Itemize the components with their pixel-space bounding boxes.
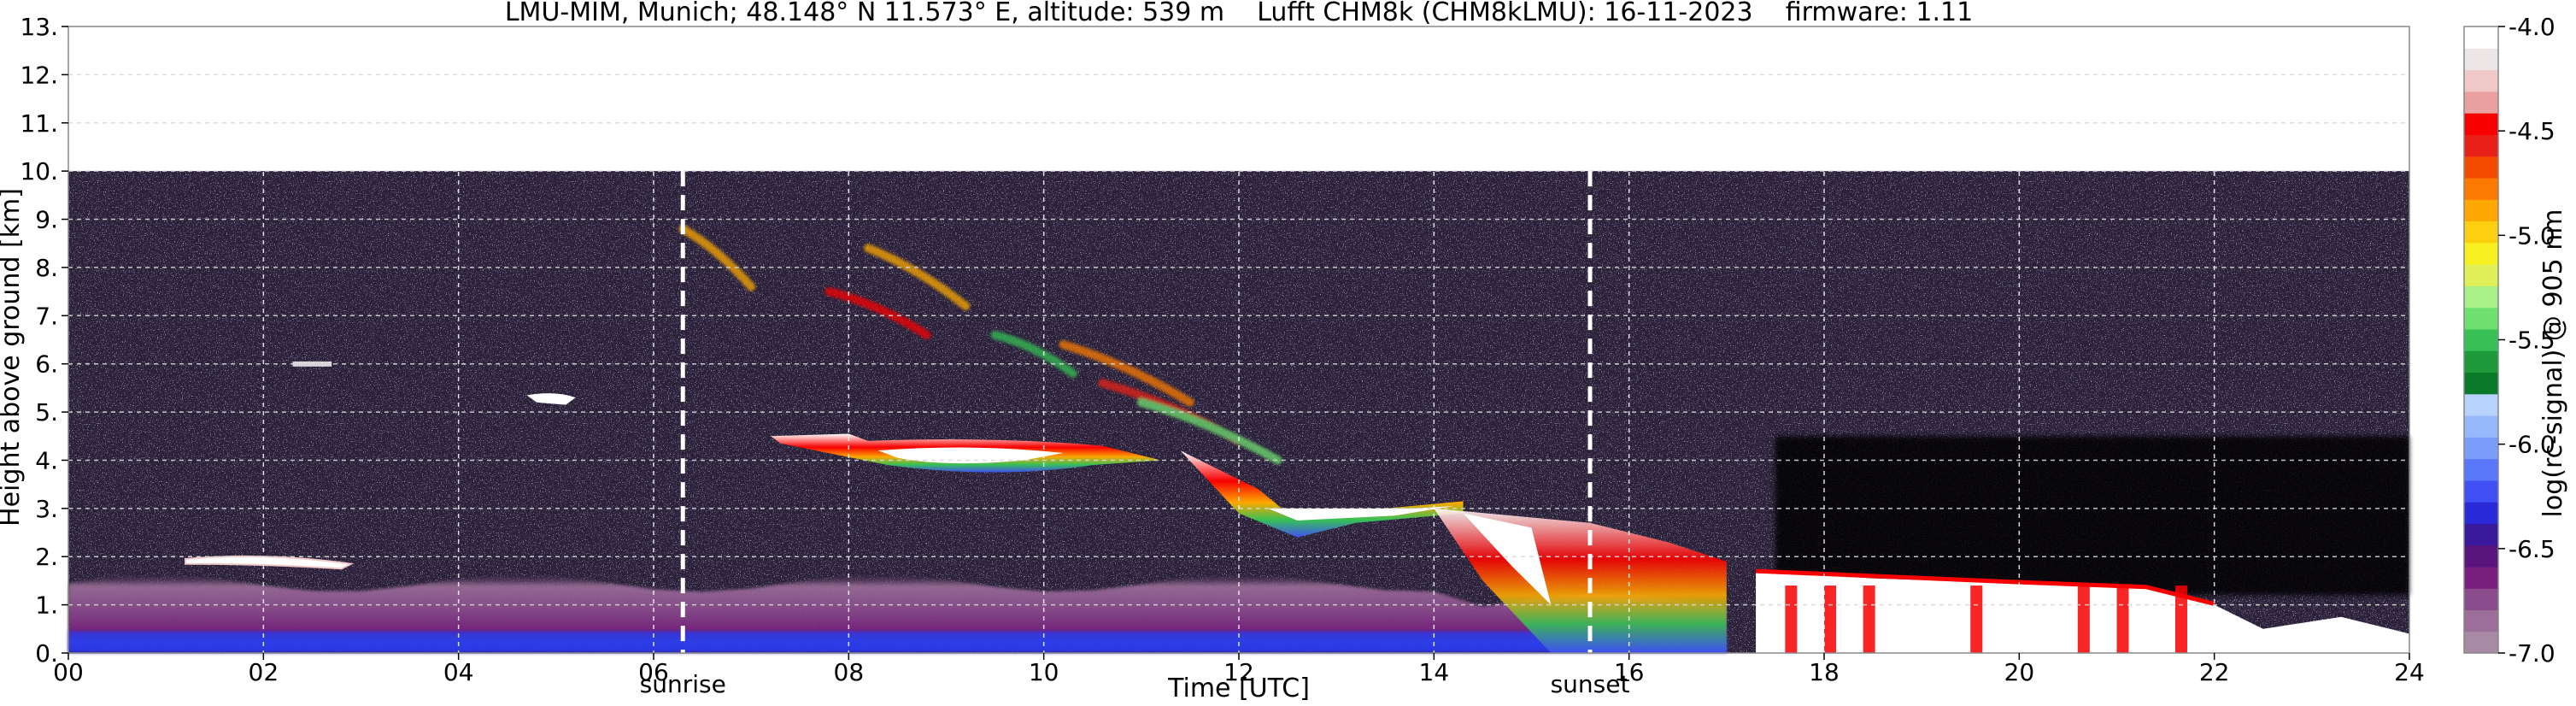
grid: [68, 26, 2409, 653]
colorbar-segment: [2464, 415, 2498, 438]
colorbar-segment: [2464, 523, 2498, 546]
x-tick-label: 08: [834, 658, 865, 686]
precip-streak: [1863, 585, 1875, 653]
x-tick-label: 12: [1223, 658, 1254, 686]
colorbar: -4.0 -4.5 -5.0 -5.5 -6.0 -6.5 -7.0: [2463, 13, 2555, 668]
x-axis-label: Time [UTC]: [1167, 674, 1310, 703]
colorbar-segment: [2464, 26, 2498, 49]
colorbar-segment: [2464, 69, 2498, 92]
colorbar-segment: [2464, 588, 2498, 611]
clear-sky-region: [1775, 436, 2409, 596]
fall-streak: [824, 287, 931, 339]
fall-streak: [1136, 397, 1282, 465]
y-tick-label: 11.: [20, 109, 58, 138]
colorbar-segment: [2464, 156, 2498, 179]
x-tick-label: 02: [249, 658, 279, 686]
y-axis-label: Height above ground [km]: [0, 188, 26, 527]
stratocumulus-top: [1755, 568, 2215, 606]
x-tick-label: 10: [1029, 658, 1059, 686]
mid-cloud: [526, 393, 576, 405]
colorbar-segment: [2464, 609, 2498, 632]
small-cloud: [292, 361, 332, 367]
precipitating-cloud-core: [1463, 513, 1552, 605]
cirrus-fall-streaks: [678, 224, 1282, 465]
chart-title: LMU-MIM, Munich; 48.148° N 11.573° E, al…: [505, 0, 1973, 27]
colorbar-tick-label: -6.0: [2509, 431, 2555, 459]
colorbar-tick-label: -5.5: [2509, 327, 2555, 355]
y-tick-label: 1.: [35, 591, 58, 620]
fall-streak: [678, 224, 756, 291]
y-tick-label: 2.: [35, 543, 58, 571]
altostratus-core: [877, 447, 1064, 464]
x-tick-label: 14: [1419, 658, 1450, 686]
colorbar-segment: [2464, 221, 2498, 244]
low-cloud: [185, 555, 355, 570]
y-tick-label: 7.: [35, 302, 58, 330]
annotations: sunrise sunset: [640, 171, 1630, 698]
colorbar-segment: [2464, 393, 2498, 416]
sunrise-label: sunrise: [640, 670, 726, 698]
axes: 00 02 04 06 08 10 12 14 16 18 20 22 24 0. 1. 2. 3. 4. 5. 6.…: [20, 13, 2424, 686]
fall-streak: [990, 330, 1077, 378]
x-tick-label: 16: [1614, 658, 1645, 686]
sunset-label: sunset: [1551, 670, 1630, 698]
colorbar-segment: [2464, 177, 2498, 200]
x-tick-label: 18: [1809, 658, 1840, 686]
y-tick-label: 5.: [35, 398, 58, 427]
colorbar-segment: [2464, 544, 2498, 568]
colorbar-segment: [2464, 307, 2498, 330]
y-tick-label: 8.: [35, 254, 58, 282]
colorbar-tick-label: -4.5: [2509, 117, 2555, 145]
colorbar-segment: [2464, 437, 2498, 460]
colorbar-segment: [2464, 502, 2498, 524]
colorbar-segment: [2464, 458, 2498, 481]
x-tick-label: 00: [53, 658, 84, 686]
precip-streak: [2116, 585, 2129, 653]
colorbar-segment: [2464, 566, 2498, 589]
colorbar-label: log(rc-signal) @ 905 nm: [2538, 209, 2568, 518]
colorbar-segment: [2464, 91, 2498, 114]
colorbar-segment: [2464, 242, 2498, 265]
y-tick-label: 3.: [35, 495, 58, 523]
colorbar-segment: [2464, 113, 2498, 135]
descending-cloud-core: [1268, 506, 1454, 521]
x-tick-label: 04: [443, 658, 474, 686]
colorbar-segment: [2464, 350, 2498, 374]
colorbar-tick-label: -7.0: [2509, 639, 2555, 668]
precip-streak: [1785, 585, 1798, 653]
colorbar-segment: [2464, 479, 2498, 503]
x-tick-label: 20: [2004, 658, 2035, 686]
colorbar-segment: [2464, 199, 2498, 222]
y-tick-label: 4.: [35, 446, 58, 474]
colorbar-tick-label: -5.0: [2509, 221, 2555, 250]
colorbar-segment: [2464, 631, 2498, 654]
colorbar-segment: [2464, 328, 2498, 351]
precip-streak: [1824, 585, 1836, 653]
precip-streak: [2175, 585, 2187, 653]
colorbar-segment: [2464, 134, 2498, 157]
stratocumulus-precip: [1785, 585, 2187, 653]
y-tick-label: 13.: [20, 13, 58, 41]
x-tick-label: 06: [638, 658, 669, 686]
colorbar-tick-label: -4.0: [2509, 13, 2555, 41]
fall-streak: [864, 244, 971, 311]
precip-streak: [1970, 585, 1983, 653]
x-tick-label: 24: [2394, 658, 2425, 686]
y-tick-label: 10.: [20, 157, 58, 185]
colorbar-tick-label: -6.5: [2509, 535, 2555, 563]
x-tick-label: 22: [2199, 658, 2230, 686]
y-tick-label: 6.: [35, 350, 58, 379]
colorbar-segment: [2464, 285, 2498, 309]
y-tick-label: 9.: [35, 206, 58, 234]
y-tick-label: 0.: [35, 639, 58, 668]
colorbar-segment: [2464, 372, 2498, 395]
precip-streak: [2077, 585, 2090, 653]
colorbar-segment: [2464, 48, 2498, 71]
fall-streak: [1059, 340, 1194, 407]
y-tick-label: 12.: [20, 61, 58, 89]
colorbar-segment: [2464, 264, 2498, 286]
